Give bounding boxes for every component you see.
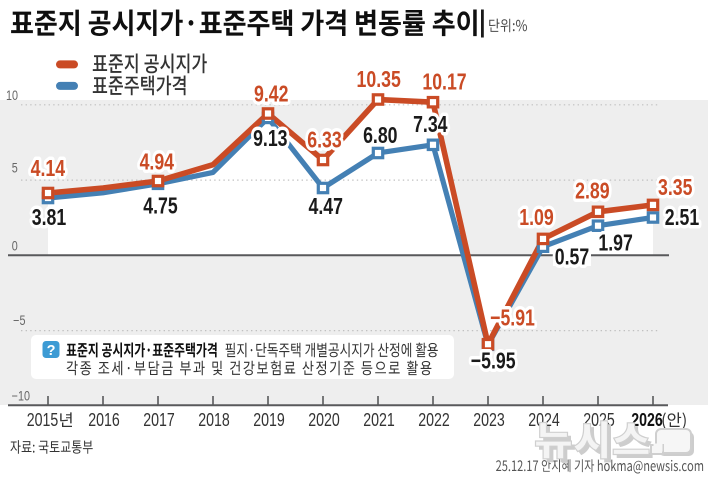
svg-text:2023: 2023 <box>473 410 504 430</box>
svg-text:−5.95: −5.95 <box>471 348 516 374</box>
svg-text:4.47: 4.47 <box>308 194 342 220</box>
svg-text:2017: 2017 <box>143 410 174 430</box>
svg-text:2018: 2018 <box>198 410 229 430</box>
svg-text:−5.91: −5.91 <box>490 306 535 332</box>
svg-text:2024: 2024 <box>528 410 559 430</box>
svg-text:2026: 2026 <box>631 410 662 430</box>
svg-text:4.14: 4.14 <box>31 156 66 182</box>
svg-text:0: 0 <box>12 238 18 253</box>
svg-text:4.94: 4.94 <box>140 149 175 175</box>
svg-text:10: 10 <box>6 88 18 103</box>
svg-text:2021: 2021 <box>363 410 394 430</box>
svg-text:2.89: 2.89 <box>575 178 609 204</box>
svg-text:9.13: 9.13 <box>253 126 287 152</box>
svg-text:2.51: 2.51 <box>665 205 699 231</box>
svg-text:10.17: 10.17 <box>422 69 466 95</box>
svg-text:2015: 2015 <box>27 410 58 430</box>
svg-text:2020: 2020 <box>308 410 339 430</box>
svg-text:−10: −10 <box>12 388 30 403</box>
svg-text:4.75: 4.75 <box>143 193 177 219</box>
svg-text:3.35: 3.35 <box>658 175 692 201</box>
svg-text:2019: 2019 <box>253 410 284 430</box>
svg-text:1.09: 1.09 <box>519 205 553 231</box>
svg-text:1.97: 1.97 <box>598 230 632 256</box>
svg-text:10.35: 10.35 <box>357 67 401 93</box>
svg-text:0.57: 0.57 <box>555 244 589 270</box>
svg-text:5: 5 <box>12 160 18 175</box>
svg-text:9.42: 9.42 <box>254 81 288 107</box>
svg-text:−5: −5 <box>13 313 25 328</box>
svg-text:6.33: 6.33 <box>307 127 341 153</box>
svg-text:2022: 2022 <box>418 410 449 430</box>
svg-text:7.34: 7.34 <box>413 112 448 138</box>
svg-text:6.80: 6.80 <box>363 123 397 149</box>
svg-text:?: ? <box>47 343 56 359</box>
svg-text:2016: 2016 <box>88 410 119 430</box>
svg-text:3.81: 3.81 <box>32 205 66 231</box>
